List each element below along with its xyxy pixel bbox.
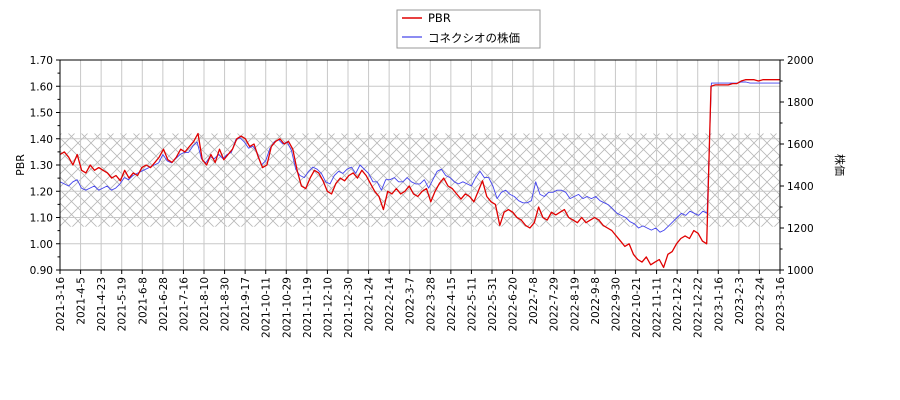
left-tick-label: 1.30 bbox=[30, 160, 53, 172]
legend-pbr-label: PBR bbox=[428, 11, 451, 25]
right-tick-label: 1400 bbox=[787, 181, 814, 193]
x-tick-label: 2021-5-19 bbox=[117, 277, 129, 331]
right-tick-label: 1600 bbox=[787, 139, 814, 151]
legend-price-label: コネクシオの株価 bbox=[428, 31, 520, 45]
x-tick-label: 2022-3-7 bbox=[405, 277, 417, 325]
left-axis-title: PBR bbox=[14, 154, 27, 176]
x-tick-label: 2022-7-8 bbox=[528, 277, 540, 325]
x-axis: 2021-3-16 2021-4-5 2021-4-23 2021-5-19 2021-… bbox=[55, 270, 787, 338]
x-tick-label: 2021-10-11 bbox=[261, 277, 273, 338]
left-tick-label: 1.00 bbox=[30, 239, 53, 251]
shaded-band bbox=[60, 133, 780, 227]
left-tick-label: 1.20 bbox=[30, 186, 53, 198]
x-tick-label: 2021-12-30 bbox=[343, 277, 355, 338]
x-tick-label: 2021-11-19 bbox=[302, 277, 314, 338]
pbr-line bbox=[60, 79, 780, 269]
x-tick-label: 2023-1-16 bbox=[713, 277, 725, 332]
x-tick-label: 2023-3-16 bbox=[775, 277, 787, 332]
legend-box bbox=[396, 9, 541, 49]
left-tick-label: 1.70 bbox=[30, 55, 53, 67]
left-y-axis: 0.90 1.00 1.10 1.20 1.30 1.40 1.50 1.60 1.70 bbox=[30, 55, 60, 277]
x-tick-label: 2021-4-23 bbox=[96, 277, 108, 331]
x-tick-label: 2022-8-19 bbox=[569, 277, 581, 331]
x-tick-label: 2022-12-2 bbox=[672, 277, 684, 331]
x-tick-label: 2023-2-24 bbox=[754, 277, 766, 332]
x-tick-label: 2022-6-20 bbox=[508, 277, 520, 331]
x-tick-label: 2021-10-29 bbox=[281, 277, 293, 338]
right-tick-label: 1200 bbox=[787, 223, 814, 235]
x-tick-label: 2022-7-29 bbox=[549, 277, 561, 331]
x-tick-label: 2022-2-14 bbox=[384, 277, 396, 332]
x-tick-label: 2021-9-17 bbox=[240, 277, 252, 331]
x-tick-label: 2022-5-11 bbox=[466, 277, 478, 331]
stock-price-line bbox=[60, 81, 780, 233]
left-tick-label: 1.10 bbox=[30, 213, 53, 225]
left-tick-label: 1.60 bbox=[30, 81, 53, 93]
x-tick-label: 2023-2-3 bbox=[734, 277, 746, 325]
right-tick-label: 2000 bbox=[787, 55, 814, 67]
series-lines bbox=[60, 79, 780, 269]
right-tick-label: 1800 bbox=[787, 97, 814, 109]
x-tick-label: 2021-12-10 bbox=[322, 277, 334, 338]
right-axis-title: 株価 bbox=[833, 154, 847, 176]
hatch-band bbox=[60, 133, 780, 227]
x-tick-label: 2022-11-11 bbox=[652, 277, 664, 338]
x-tick-label: 2021-3-16 bbox=[55, 277, 67, 332]
x-tick-label: 2022-10-21 bbox=[631, 277, 643, 338]
x-tick-label: 2022-1-24 bbox=[364, 277, 376, 332]
x-tick-label: 2022-3-28 bbox=[425, 277, 437, 331]
left-tick-label: 1.50 bbox=[30, 108, 53, 120]
x-tick-label: 2021-8-10 bbox=[199, 277, 211, 331]
left-tick-label: 1.40 bbox=[30, 134, 53, 146]
right-tick-label: 1000 bbox=[787, 265, 814, 277]
x-tick-label: 2021-6-8 bbox=[137, 277, 149, 325]
x-tick-label: 2022-9-8 bbox=[590, 277, 602, 325]
legend: PBR コネクシオの株価 bbox=[396, 9, 541, 49]
x-tick-label: 2022-12-22 bbox=[693, 277, 705, 338]
x-tick-label: 2022-4-15 bbox=[446, 277, 458, 331]
x-tick-label: 2021-4-5 bbox=[76, 277, 88, 325]
x-tick-label: 2021-7-16 bbox=[178, 277, 190, 332]
x-tick-label: 2022-9-30 bbox=[610, 277, 622, 331]
x-tick-label: 2021-6-28 bbox=[158, 277, 170, 331]
x-tick-label: 2021-8-30 bbox=[220, 277, 232, 331]
left-tick-label: 0.90 bbox=[30, 265, 53, 277]
right-y-axis: 1000 1200 1400 1600 1800 2000 bbox=[780, 55, 814, 277]
x-tick-label: 2022-5-31 bbox=[487, 277, 499, 331]
